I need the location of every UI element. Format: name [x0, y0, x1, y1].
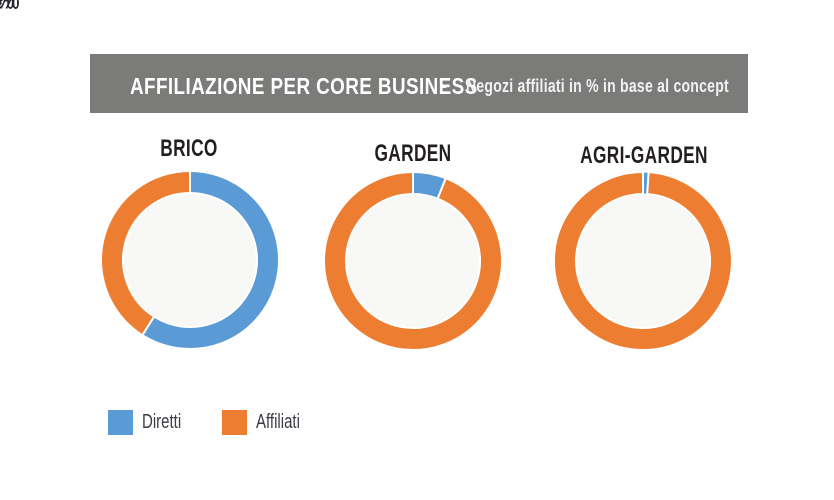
- slice-affiliati: [552, 170, 733, 351]
- slice-affiliati: [323, 170, 503, 351]
- slice-label-affiliati: 94%: [0, 0, 19, 16]
- donut-chart-agri-garden: [552, 170, 733, 351]
- header-separator: -: [442, 78, 447, 95]
- chart-title-brico: BRICO: [160, 135, 218, 162]
- header-bar: AFFILIAZIONE PER CORE BUSINESS - Negozi …: [90, 54, 748, 113]
- slice-label-affiliati: 41%: [0, 0, 19, 16]
- legend-swatch-affiliati: [222, 410, 247, 435]
- slice-label-diretti: 6%: [0, 0, 14, 16]
- slice-label-diretti: 59%: [0, 0, 19, 16]
- legend-label-diretti: Diretti: [142, 411, 182, 433]
- header-title: AFFILIAZIONE PER CORE BUSINESS: [130, 73, 478, 99]
- donut-hole: [345, 193, 481, 329]
- donut-chart-garden: [323, 170, 503, 351]
- slice-diretti: [140, 169, 280, 350]
- chart-title-garden: GARDEN: [374, 140, 452, 167]
- donut-hole: [575, 193, 711, 329]
- slice-label-diretti: 1%: [0, 0, 14, 16]
- chart-title-agri-garden: AGRI-GARDEN: [580, 142, 708, 169]
- slice-affiliati: [100, 169, 191, 337]
- slice-label-affiliati: 99%: [0, 0, 19, 16]
- legend-label-affiliati: Affiliati: [256, 411, 300, 433]
- legend-swatch-diretti: [108, 410, 133, 435]
- donut-chart-brico: [100, 169, 280, 350]
- donut-hole: [122, 192, 258, 328]
- header-subtitle: Negozi affiliati in % in base al concept: [466, 76, 729, 96]
